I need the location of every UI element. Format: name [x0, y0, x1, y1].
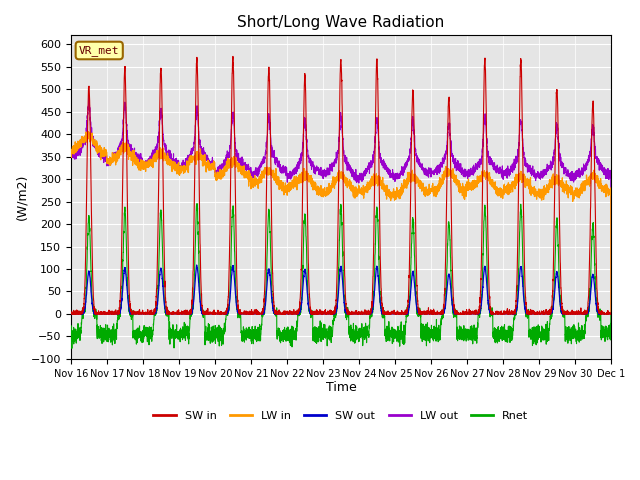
Text: VR_met: VR_met: [79, 45, 120, 56]
Title: Short/Long Wave Radiation: Short/Long Wave Radiation: [237, 15, 445, 30]
X-axis label: Time: Time: [326, 382, 356, 395]
Legend: SW in, LW in, SW out, LW out, Rnet: SW in, LW in, SW out, LW out, Rnet: [149, 407, 532, 425]
Y-axis label: (W/m2): (W/m2): [15, 174, 28, 220]
